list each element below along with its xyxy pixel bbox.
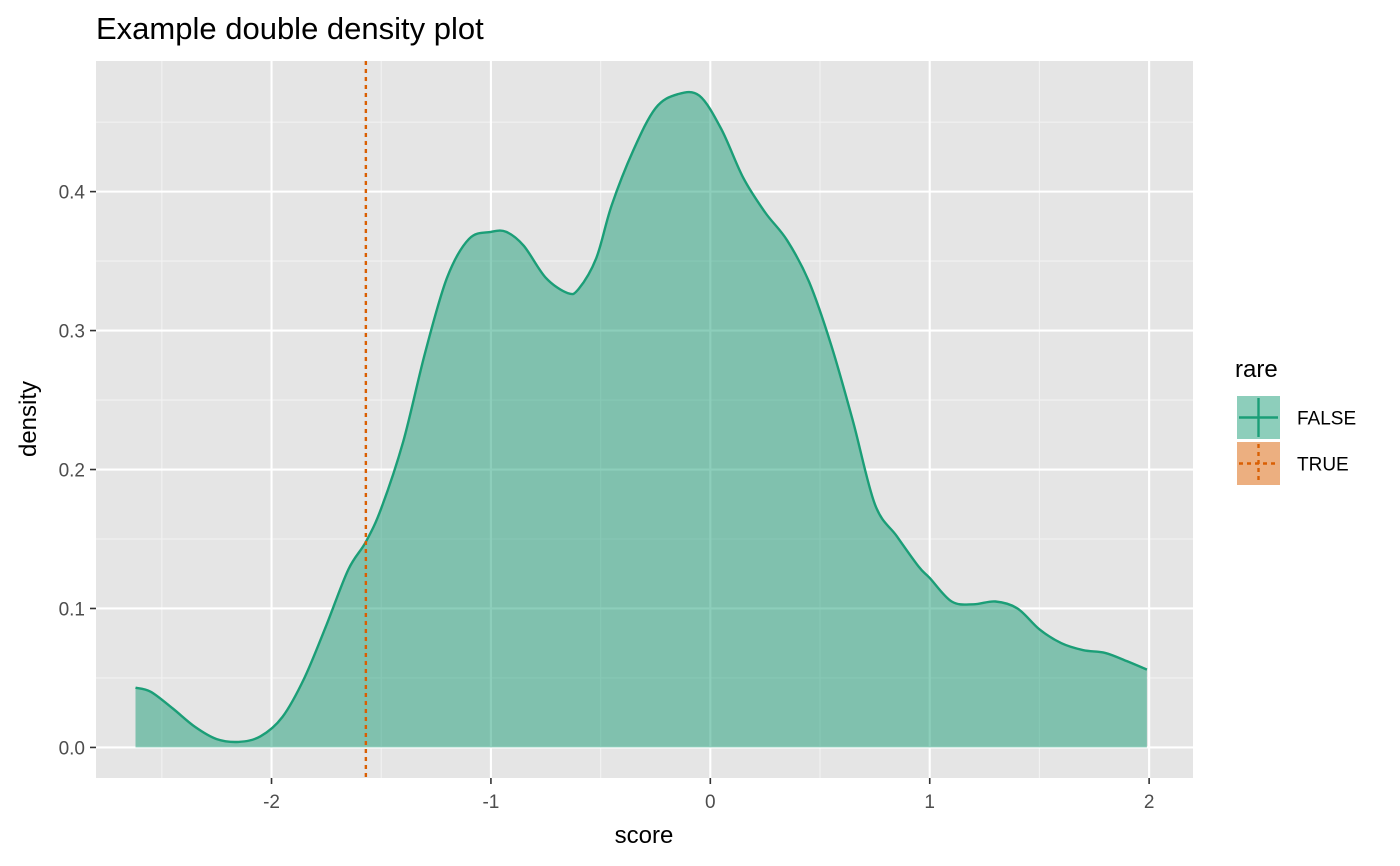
density-area-false: [135, 92, 1147, 748]
legend-label-true: TRUE: [1297, 455, 1349, 476]
legend-label-false: FALSE: [1297, 409, 1356, 430]
y-tick-label: 0.4: [59, 183, 86, 204]
y-tick-label: 0.0: [59, 738, 85, 759]
series-layer: [135, 61, 1148, 778]
y-axis: 0.0 0.1 0.2 0.3 0.4: [59, 183, 96, 759]
y-tick-label: 0.1: [59, 599, 85, 620]
chart-title: Example double density plot: [96, 11, 484, 46]
x-tick-label: 0: [705, 792, 716, 813]
density-curve-false: [135, 90, 1148, 744]
legend-title: rare: [1235, 356, 1278, 383]
x-tick-label: 1: [924, 792, 935, 813]
x-tick-label: -2: [263, 792, 280, 813]
x-tick-label: 2: [1144, 792, 1155, 813]
x-axis: -2 -1 0 1 2: [263, 778, 1154, 813]
y-tick-label: 0.3: [59, 322, 85, 343]
legend: rare FALSE TRUE: [1235, 356, 1356, 485]
x-tick-label: -1: [482, 792, 499, 813]
x-axis-title: score: [615, 822, 674, 849]
y-tick-label: 0.2: [59, 461, 85, 482]
y-axis-title: density: [15, 381, 42, 457]
